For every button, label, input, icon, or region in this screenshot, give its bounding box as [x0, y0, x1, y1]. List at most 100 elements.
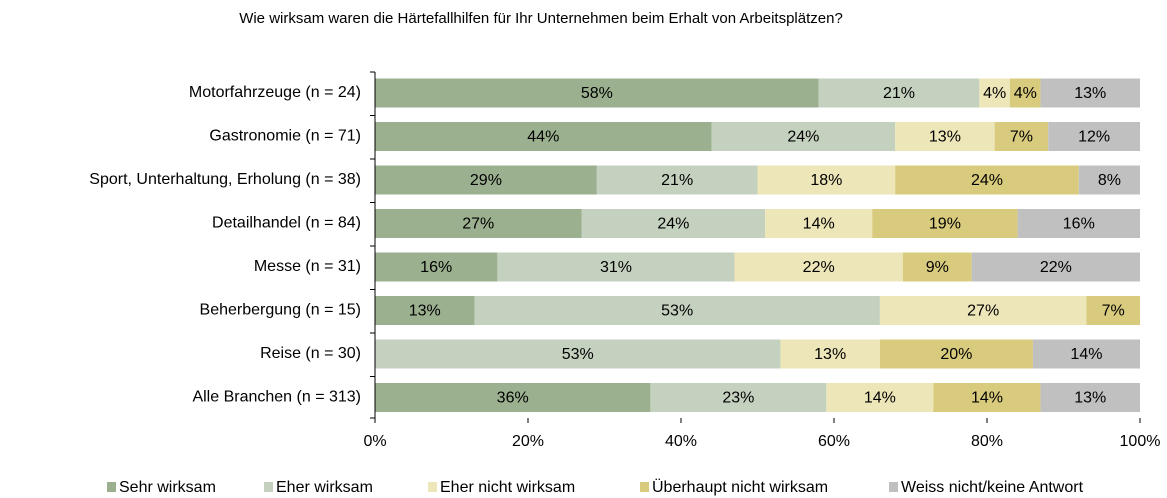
data-label: 7% [1102, 303, 1125, 320]
chart-title: Wie wirksam waren die Härtefallhilfen fü… [239, 10, 843, 27]
bar-segment [375, 383, 651, 412]
legend-swatch [428, 482, 437, 492]
legend-label: Überhaupt nicht wirksam [652, 478, 828, 496]
bar-segment [596, 165, 758, 195]
x-tick-label: 100% [1120, 433, 1161, 450]
bar-segment [375, 339, 781, 369]
bar-segment [979, 78, 1010, 108]
bar-segment [734, 252, 903, 282]
data-label: 13% [929, 129, 961, 146]
bar-segment [375, 122, 712, 151]
data-label: 9% [926, 259, 949, 276]
legend-swatch [264, 482, 273, 492]
data-label: 4% [1014, 85, 1037, 102]
bar-segment [375, 296, 475, 325]
bar-segment [711, 122, 896, 151]
x-tick-label: 20% [512, 433, 544, 450]
data-label: 13% [1074, 85, 1106, 102]
bar-segment [474, 296, 880, 325]
data-label: 13% [814, 346, 846, 363]
bar-segment [1009, 78, 1041, 108]
bar-segment [1040, 383, 1140, 412]
bar-segment [1040, 78, 1140, 108]
data-label: 24% [971, 172, 1003, 189]
data-label: 4% [983, 85, 1006, 102]
data-label: 7% [1010, 129, 1033, 146]
bar-segment [757, 165, 896, 195]
legend-swatch [640, 482, 649, 492]
legend-label: Sehr wirksam [119, 479, 216, 496]
data-label: 44% [527, 129, 559, 146]
data-label: 8% [1098, 172, 1121, 189]
data-label: 22% [1040, 259, 1072, 276]
data-label: 14% [971, 390, 1003, 407]
data-label: 21% [883, 85, 915, 102]
bar-segment [765, 209, 873, 238]
bar-segment [497, 252, 735, 282]
y-tick-label: Alle Branchen (n = 313) [192, 389, 361, 406]
bar-segment [780, 339, 880, 369]
bar-segment [1086, 296, 1140, 325]
data-label: 13% [1074, 390, 1106, 407]
x-tick-label: 40% [665, 433, 697, 450]
bar-segment [826, 383, 934, 412]
data-label: 58% [581, 85, 613, 102]
y-tick-label: Reise (n = 30) [260, 345, 361, 362]
data-label: 20% [940, 346, 972, 363]
data-label: 27% [462, 216, 494, 233]
y-tick-label: Beherbergung (n = 15) [200, 302, 361, 319]
y-tick-label: Motorfahrzeuge (n = 24) [189, 84, 361, 101]
data-label: 14% [803, 216, 835, 233]
bar-segment [375, 252, 498, 282]
data-label: 21% [661, 172, 693, 189]
legend-label: Weiss nicht/keine Antwort [901, 479, 1084, 496]
legend-swatch [889, 482, 898, 492]
data-label: 29% [470, 172, 502, 189]
data-label: 36% [497, 390, 529, 407]
data-label: 53% [562, 346, 594, 363]
bar-segment [375, 78, 819, 108]
data-label: 14% [864, 390, 896, 407]
y-tick-label: Detailhandel (n = 84) [212, 215, 361, 232]
bar-segment [872, 209, 1018, 238]
bar-segment [1078, 165, 1140, 195]
data-label: 16% [1063, 216, 1095, 233]
data-label: 22% [803, 259, 835, 276]
bar-segment [895, 122, 995, 151]
legend-label: Eher nicht wirksam [440, 479, 575, 496]
data-label: 31% [600, 259, 632, 276]
legend-swatch [107, 482, 116, 492]
bar-segment [1017, 209, 1140, 238]
bar-segment [879, 296, 1087, 325]
y-tick-label: Gastronomie (n = 71) [209, 128, 361, 145]
bar-segment [933, 383, 1041, 412]
data-label: 27% [967, 303, 999, 320]
bar-segment [879, 339, 1033, 369]
x-tick-label: 60% [818, 433, 850, 450]
data-label: 16% [420, 259, 452, 276]
data-label: 18% [810, 172, 842, 189]
data-label: 53% [661, 303, 693, 320]
bar-segment [971, 252, 1140, 282]
data-label: 12% [1078, 129, 1110, 146]
bar-segment [895, 165, 1079, 195]
y-tick-label: Sport, Unterhaltung, Erholung (n = 38) [89, 171, 361, 188]
y-tick-label: Messe (n = 31) [254, 258, 361, 275]
data-label: 24% [657, 216, 689, 233]
bar-segment [650, 383, 827, 412]
bar-segment [1032, 339, 1140, 369]
data-label: 13% [409, 303, 441, 320]
data-label: 19% [929, 216, 961, 233]
bar-segment [581, 209, 766, 238]
data-label: 14% [1070, 346, 1102, 363]
bar-segment [1048, 122, 1140, 151]
bar-segment [375, 165, 597, 195]
data-label: 23% [722, 390, 754, 407]
x-tick-label: 0% [363, 433, 386, 450]
bar-segment [994, 122, 1049, 151]
legend-label: Eher wirksam [276, 479, 373, 496]
bar-segment [902, 252, 972, 282]
bar-segment [818, 78, 980, 108]
bar-segment [375, 209, 582, 238]
